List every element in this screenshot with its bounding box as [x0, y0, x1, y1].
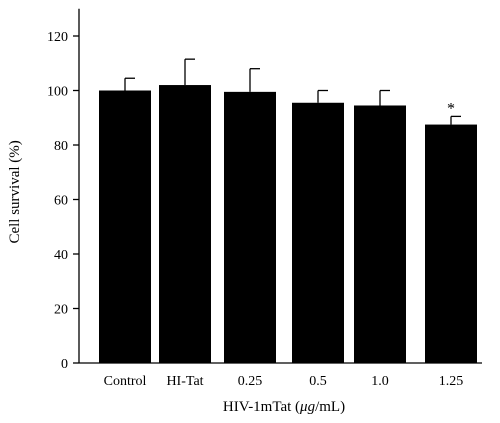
labels-layer: 0 20 40 60 80 100 120 Control HI-Tat 0.25 0.5 1.0 1.… — [7, 30, 463, 415]
x-tick-label-0-5: 0.5 — [309, 374, 327, 389]
y-tick-label-60: 60 — [54, 194, 68, 209]
significance-star: * — [447, 100, 455, 117]
y-tick-label-120: 120 — [47, 30, 68, 45]
bar-hi-tat — [159, 85, 211, 364]
bar-1-25 — [425, 124, 477, 363]
error-bars-layer — [124, 58, 461, 125]
x-axis-title: HIV-1mTat (μg/mL) — [223, 399, 345, 415]
y-tick-label-40: 40 — [54, 248, 68, 263]
x-tick-label-hi-tat: HI-Tat — [166, 374, 203, 389]
bars-layer — [99, 85, 477, 364]
y-tick-label-80: 80 — [54, 139, 68, 154]
axes-layer — [73, 8, 482, 364]
bar-0-5 — [292, 102, 344, 363]
y-tick-label-0: 0 — [61, 357, 68, 372]
x-tick-label-control: Control — [104, 374, 147, 389]
bar-1-0 — [354, 105, 406, 364]
x-tick-label-1-25: 1.25 — [439, 374, 464, 389]
y-axis-title: Cell survival (%) — [7, 140, 23, 243]
y-tick-label-100: 100 — [47, 85, 68, 100]
y-tick-label-20: 20 — [54, 303, 68, 318]
x-tick-label-0-25: 0.25 — [238, 374, 263, 389]
bar-0-25 — [224, 91, 276, 364]
x-tick-label-1-0: 1.0 — [371, 374, 389, 389]
bar-control — [99, 90, 151, 363]
